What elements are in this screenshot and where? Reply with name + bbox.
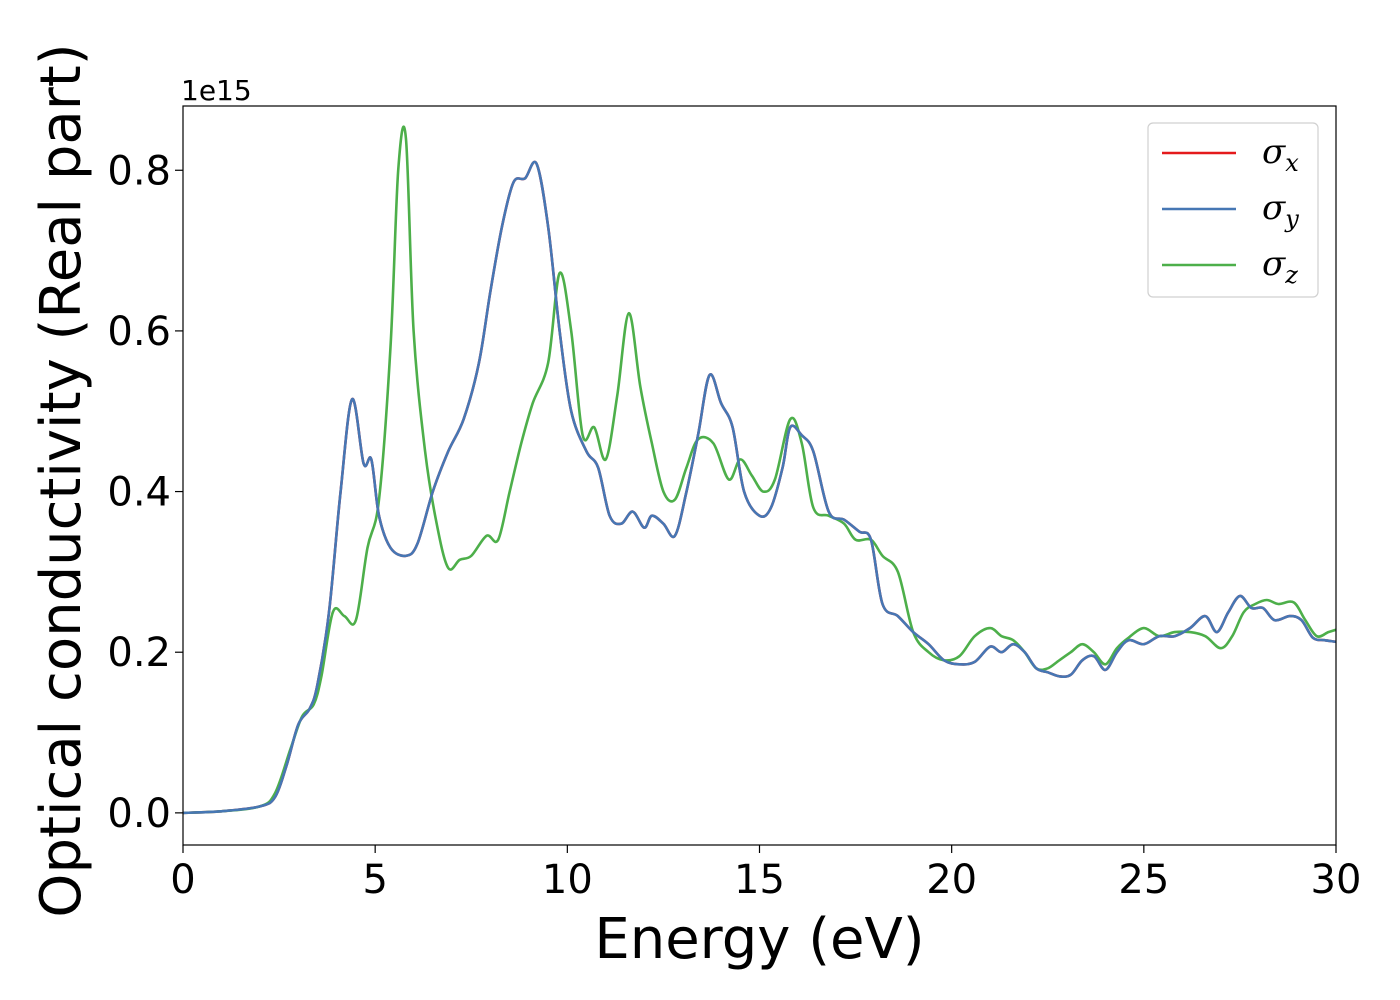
y-tick-label: 0.0	[107, 791, 171, 837]
x-tick-label: 30	[1311, 857, 1362, 903]
y-axis-title: Optical conductivity (Real part)	[29, 43, 94, 917]
legend: σx σy σz	[1147, 122, 1319, 298]
y-tick-label: 0.2	[107, 630, 171, 676]
y-tick-label: 0.6	[107, 309, 171, 355]
x-axis-ticks: 0 5 10 15 20 25 30	[170, 845, 1361, 903]
x-axis-title: Energy (eV)	[594, 907, 924, 972]
series-lines	[182, 125, 1337, 815]
legend-label-y: σy	[1262, 188, 1299, 233]
x-tick-label: 25	[1118, 857, 1169, 903]
x-tick-label: 10	[542, 857, 593, 903]
x-tick-label: 20	[926, 857, 977, 903]
y-offset-label: 1e15	[181, 74, 252, 107]
legend-label-x: σx	[1262, 132, 1299, 177]
x-tick-label: 15	[734, 857, 785, 903]
legend-label-z: σz	[1262, 244, 1298, 289]
x-tick-label: 0	[170, 857, 195, 903]
y-tick-label: 0.4	[107, 470, 171, 516]
x-tick-label: 5	[362, 857, 387, 903]
series-line-y	[182, 160, 1337, 815]
y-axis-ticks: 0.0 0.2 0.4 0.6 0.8	[107, 148, 183, 837]
plot-frame	[182, 105, 1337, 846]
y-tick-label: 0.8	[107, 148, 171, 194]
